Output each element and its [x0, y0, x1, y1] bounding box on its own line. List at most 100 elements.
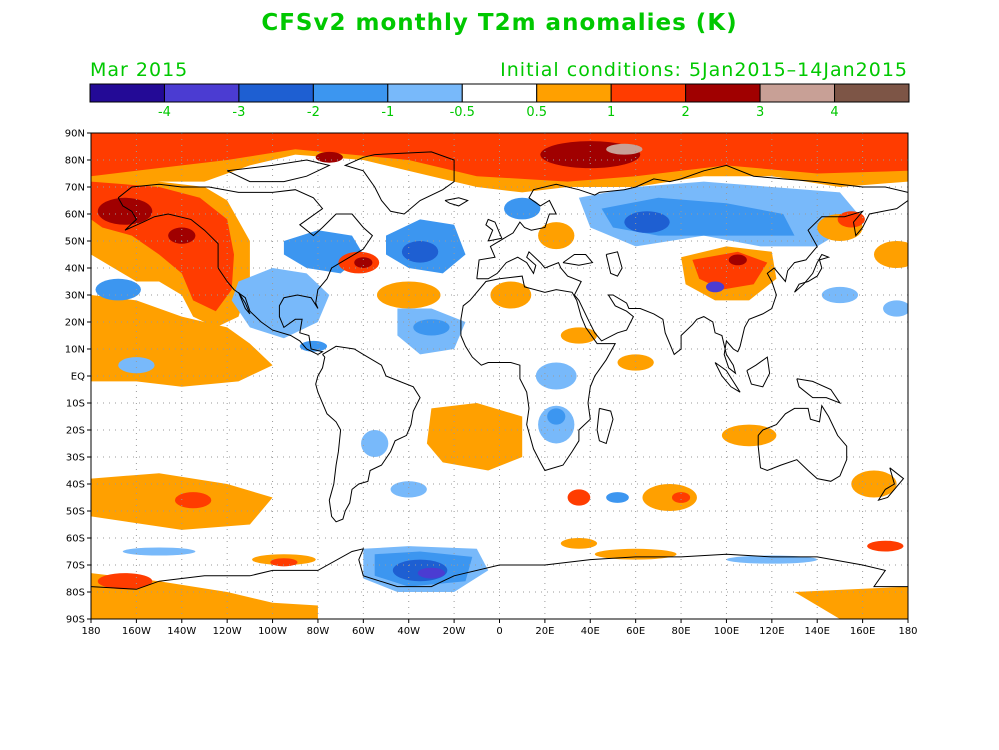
- southern-ocean-cool: [122, 547, 196, 556]
- colorbar-label: -1: [381, 105, 394, 120]
- lon-tick-label: 40E: [581, 626, 600, 637]
- tibet-cold: [706, 281, 725, 293]
- colorbar-bin-5: [461, 83, 538, 103]
- lon-tick-label: 160E: [850, 626, 875, 637]
- colorbar-label: 3: [756, 105, 764, 120]
- colorbar-label: -4: [158, 105, 171, 120]
- coastline-great-britain: [485, 218, 503, 242]
- axis-ticks: 90N 80N 70N 60N 50N 40N 30N 20N 10N EQ 10S 20S 30S 40…: [65, 129, 918, 638]
- colorbar: [89, 83, 910, 103]
- lon-tick-label: 100W: [258, 626, 287, 637]
- alaska-strong-warm: [97, 197, 153, 225]
- coastline-eurasia: [476, 164, 908, 279]
- coastline-baja-california: [238, 292, 251, 315]
- lat-tick-label: 40S: [66, 480, 85, 491]
- lat-tick-label: 30N: [65, 291, 85, 302]
- coastlines: [91, 151, 908, 590]
- colorbar-label: 2: [681, 105, 689, 120]
- amundsen-strong-warm: [270, 558, 298, 567]
- lon-tick-label: 140E: [805, 626, 830, 637]
- lat-tick-label: 50S: [66, 507, 85, 518]
- coastline-sumatra: [714, 362, 741, 393]
- south-atlantic-cool: [390, 481, 427, 498]
- scandinavia-cold: [504, 197, 541, 220]
- colorbar-label: 0.5: [526, 105, 547, 120]
- forecast-month: Mar 2015: [90, 59, 189, 81]
- lon-tick-label: 140W: [167, 626, 196, 637]
- coastline-black-caspian: [562, 254, 594, 266]
- east-antarctic-warm: [794, 586, 908, 619]
- colorbar-bin-8: [685, 83, 761, 103]
- south-indian-cold: [606, 492, 629, 503]
- colorbar-label: 1: [607, 105, 615, 120]
- colorbar-bin-6: [536, 83, 612, 103]
- lon-tick-label: 60W: [352, 626, 375, 637]
- east-asia-warm: [692, 251, 768, 290]
- lon-tick-label: 180: [81, 626, 100, 637]
- lat-tick-label: 20N: [65, 318, 85, 329]
- lon-tick-label: 160W: [122, 626, 151, 637]
- north-africa-warm: [490, 281, 532, 309]
- lat-tick-label: 20S: [66, 426, 85, 437]
- coastline-antarctica: [91, 548, 908, 590]
- lon-tick-label: 20W: [443, 626, 466, 637]
- lon-tick-label: 60E: [626, 626, 645, 637]
- lat-tick-label: 70N: [65, 183, 85, 194]
- colorbar-label: -3: [232, 105, 245, 120]
- lat-tick-label: EQ: [71, 372, 85, 383]
- coastline-greenland: [343, 151, 455, 215]
- colorbar-bin-1: [163, 83, 240, 103]
- lon-tick-label: 20E: [535, 626, 554, 637]
- northwest-pacific-cool: [821, 286, 859, 304]
- indian-antarctic-warm: [594, 548, 677, 560]
- arctic-extreme-warm: [606, 143, 643, 155]
- colorbar-bin-0: [89, 83, 165, 103]
- southern-africa-cool: [538, 405, 575, 444]
- initial-conditions: Initial conditions: 5Jan2015–14Jan2015: [500, 59, 908, 81]
- tropical-atlantic-cold: [413, 319, 450, 336]
- coastline-borneo: [746, 356, 771, 388]
- colorbar-bin-2: [238, 83, 314, 103]
- arabian-sea-warm: [617, 354, 654, 371]
- lat-tick-label: 50N: [65, 237, 85, 248]
- lat-tick-label: 80S: [66, 588, 85, 599]
- southern-ocean-strong-warm: [867, 540, 904, 552]
- lon-tick-label: 100E: [714, 626, 739, 637]
- mongolia-strong-warm: [728, 254, 747, 266]
- coastline-iceland: [444, 197, 469, 207]
- colorbar-bin-3: [312, 83, 389, 103]
- coastline-east-asia: [476, 200, 908, 375]
- dateline-cool: [883, 300, 908, 317]
- lat-tick-label: 70S: [66, 561, 85, 572]
- coastline-caspian-sea: [605, 251, 623, 277]
- lon-tick-label: 40W: [397, 626, 420, 637]
- coastline-new-zealand: [877, 467, 905, 502]
- north-pacific-east-warm: [873, 241, 908, 268]
- lat-tick-label: 10N: [65, 345, 85, 356]
- lon-tick-label: 120E: [759, 626, 784, 637]
- central-africa-cool: [535, 362, 577, 390]
- lon-tick-label: 80E: [672, 626, 691, 637]
- equatorial-pacific-cool: [118, 357, 155, 374]
- brazil-cool: [361, 430, 389, 457]
- map-title: CFSv2 monthly T2m anomalies (K): [261, 10, 738, 36]
- north-atlantic-strong-cold: [401, 241, 439, 263]
- baffin-strong-warm: [315, 151, 343, 163]
- south-atlantic-warm: [426, 403, 523, 471]
- coastline-australia: [757, 404, 848, 482]
- colorbar-label: -2: [307, 105, 320, 120]
- europe-warm: [538, 222, 575, 250]
- south-ocean-warm: [560, 538, 598, 549]
- south-indian-strong-warm: [671, 492, 691, 503]
- lat-tick-label: 10S: [66, 399, 85, 410]
- lat-tick-label: 90N: [65, 129, 85, 140]
- lat-tick-label: 60S: [66, 534, 85, 545]
- coastline-canadian-arctic: [226, 159, 331, 183]
- south-indian-warm: [642, 484, 697, 511]
- coastline-south-america: [315, 345, 421, 523]
- south-pacific-warm: [174, 492, 212, 509]
- lat-tick-label: 40N: [65, 264, 85, 275]
- coastline-new-guinea: [796, 378, 842, 405]
- lon-tick-label: 180: [898, 626, 917, 637]
